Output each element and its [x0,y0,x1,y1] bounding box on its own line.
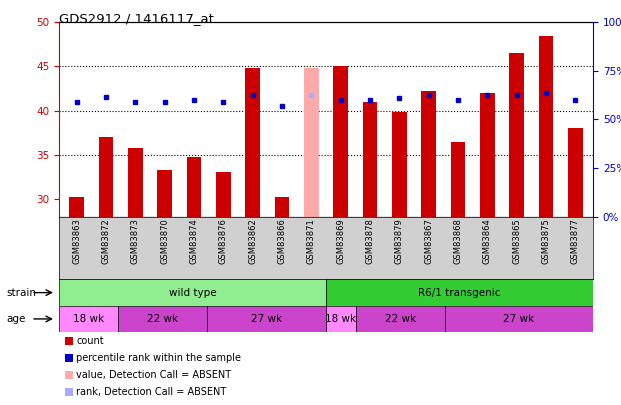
Text: GSM83875: GSM83875 [542,219,551,264]
Text: GSM83878: GSM83878 [366,219,374,264]
Text: R6/1 transgenic: R6/1 transgenic [419,288,501,298]
Text: 27 wk: 27 wk [503,314,535,324]
Bar [207,306,326,332]
Text: rank, Detection Call = ABSENT: rank, Detection Call = ABSENT [76,387,227,397]
Text: 18 wk: 18 wk [73,314,104,324]
Text: count: count [76,336,104,346]
Bar [304,68,319,217]
Text: 22 wk: 22 wk [384,314,416,324]
Bar [326,279,593,306]
Text: 18 wk: 18 wk [325,314,356,324]
Bar [274,197,289,217]
Bar [216,173,230,217]
Text: GSM83862: GSM83862 [248,219,257,264]
Text: GSM83876: GSM83876 [219,219,228,264]
Text: GSM83879: GSM83879 [395,219,404,264]
Bar [326,306,356,332]
Text: value, Detection Call = ABSENT: value, Detection Call = ABSENT [76,370,232,380]
Text: GSM83865: GSM83865 [512,219,521,264]
Bar [333,66,348,217]
Text: GDS2912 / 1416117_at: GDS2912 / 1416117_at [59,12,214,25]
Text: GSM83873: GSM83873 [131,219,140,264]
Bar [392,113,407,217]
Text: GSM83867: GSM83867 [424,219,433,264]
Bar [480,93,495,217]
Bar [509,53,524,217]
Bar [451,143,465,217]
Text: GSM83872: GSM83872 [101,219,111,264]
Bar [245,68,260,217]
Text: GSM83869: GSM83869 [336,219,345,264]
Bar [70,197,84,217]
Text: GSM83870: GSM83870 [160,219,169,264]
Text: 22 wk: 22 wk [147,314,178,324]
Bar [356,306,445,332]
Text: 27 wk: 27 wk [251,314,283,324]
Bar [119,306,207,332]
Text: strain: strain [6,288,36,298]
Bar [568,128,582,217]
Bar [445,306,593,332]
Text: wild type: wild type [169,288,216,298]
Bar [99,137,113,217]
Bar [422,91,436,217]
Bar [59,279,326,306]
Text: GSM83874: GSM83874 [189,219,199,264]
Text: percentile rank within the sample: percentile rank within the sample [76,353,242,363]
Text: GSM83863: GSM83863 [72,219,81,264]
Text: age: age [6,314,25,324]
Text: GSM83866: GSM83866 [278,219,286,264]
Text: GSM83864: GSM83864 [483,219,492,264]
Bar [157,170,172,217]
Text: GSM83877: GSM83877 [571,219,580,264]
Bar [539,36,553,217]
Bar [187,157,201,217]
Bar [59,306,119,332]
Text: GSM83871: GSM83871 [307,219,316,264]
Bar [363,102,378,217]
Text: GSM83868: GSM83868 [453,219,463,264]
Bar [128,148,143,217]
